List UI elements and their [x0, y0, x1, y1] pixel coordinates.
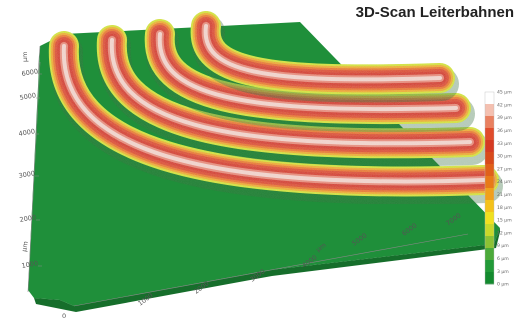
- conductor-trace: [190, 11, 459, 103]
- colorbar-swatch: [485, 140, 494, 153]
- colorbar-swatch: [485, 248, 494, 261]
- colorbar-swatch: [485, 188, 494, 201]
- colorbar-label: 24 µm: [497, 179, 512, 185]
- colorbar: [484, 91, 495, 285]
- y-tick: 3000: [18, 169, 39, 180]
- conductor-trace: [144, 19, 475, 133]
- y-axis-ticks: 1000 2000 3000 4000 5000 6000: [18, 67, 42, 270]
- y-tick: 1000: [21, 259, 42, 270]
- svg-text:6000: 6000: [21, 67, 39, 78]
- colorbar-label: 0 µm: [497, 282, 509, 288]
- colorbar-label: 18 µm: [497, 205, 512, 211]
- colorbar-label: 45 µm: [497, 90, 512, 96]
- colorbar-label: 27 µm: [497, 166, 512, 172]
- colorbar-swatch: [485, 272, 494, 285]
- chart-title: 3D-Scan Leiterbahnen: [355, 4, 514, 21]
- z-axis-unit: µm: [21, 52, 29, 62]
- svg-text:4000: 4000: [18, 127, 36, 138]
- svg-text:1000: 1000: [21, 259, 39, 270]
- colorbar-label: 39 µm: [497, 115, 512, 121]
- colorbar-swatch: [485, 164, 494, 177]
- y-axis-line: [27, 61, 41, 293]
- trace-group: [48, 11, 503, 205]
- y-tick: 6000: [21, 67, 42, 78]
- colorbar-swatch: [485, 200, 494, 213]
- conductor-trace: [48, 31, 503, 205]
- conductor-trace: [96, 25, 489, 167]
- y-tick: 5000: [19, 91, 40, 102]
- colorbar-label: 42 µm: [497, 102, 512, 108]
- y-tick: 2000: [19, 213, 40, 224]
- z-axis-line: [37, 45, 41, 75]
- svg-text:3000: 3000: [18, 169, 36, 180]
- colorbar-label: 9 µm: [497, 243, 509, 249]
- colorbar-swatch: [485, 116, 494, 129]
- colorbar-label: 36 µm: [497, 128, 512, 134]
- svg-text:5000: 5000: [19, 91, 37, 102]
- colorbar-swatch: [485, 224, 494, 237]
- colorbar-label: 12 µm: [497, 230, 512, 236]
- y-axis-unit: µm: [20, 241, 30, 253]
- origin-label: 0: [62, 312, 66, 320]
- y-tick: 4000: [18, 127, 39, 138]
- colorbar-swatch: [485, 176, 494, 189]
- colorbar-swatch: [485, 212, 494, 225]
- colorbar-label: 30 µm: [497, 154, 512, 160]
- colorbar-swatch: [485, 92, 494, 105]
- colorbar-label: 3 µm: [497, 269, 509, 275]
- colorbar-swatch: [485, 236, 494, 249]
- colorbar-label: 21 µm: [497, 192, 512, 198]
- colorbar-label: 15 µm: [497, 218, 512, 224]
- colorbar-label: 6 µm: [497, 256, 509, 262]
- colorbar-label: 33 µm: [497, 141, 512, 147]
- colorbar-swatch: [485, 260, 494, 273]
- colorbar-labels: 45 µm 42 µm 39 µm 36 µm 33 µm 30 µm 27 µm 24 µm…: [497, 90, 512, 288]
- colorbar-swatch: [485, 152, 494, 165]
- svg-text:2000: 2000: [19, 213, 37, 224]
- colorbar-swatch: [485, 128, 494, 141]
- colorbar-swatch: [485, 104, 494, 117]
- x-axis-line: [73, 233, 469, 307]
